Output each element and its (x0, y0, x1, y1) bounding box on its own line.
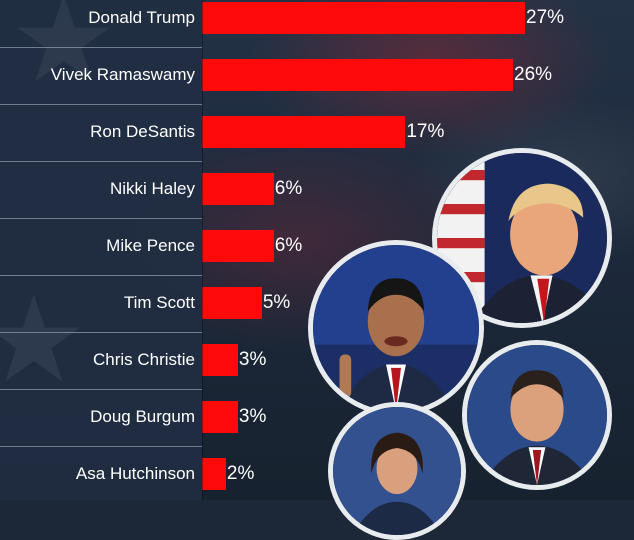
bar (202, 59, 514, 91)
row-separator (0, 160, 202, 162)
category-label: Nikki Haley (109, 179, 195, 198)
row-separator (0, 445, 202, 447)
value-label: 26% (514, 64, 553, 85)
bar (202, 287, 262, 319)
value-label: 5% (262, 292, 291, 313)
star-watermark-icon: ★ (10, 0, 118, 107)
haley-portrait (328, 402, 466, 540)
row-separator (0, 388, 202, 390)
category-label: Asa Hutchinson (75, 464, 195, 483)
bar (202, 230, 274, 262)
bar (202, 116, 406, 148)
category-label: Chris Christie (92, 350, 195, 369)
bar-chart: Donald Trump 27% Vivek Ramaswamy 26% Ron DeS… (0, 2, 565, 490)
row-separator (0, 46, 202, 48)
value-label: 6% (274, 178, 303, 199)
row-separator (0, 217, 202, 219)
row-separator (0, 331, 202, 333)
category-label: Mike Pence (106, 236, 195, 255)
value-label: 3% (238, 406, 267, 427)
category-label: Ron DeSantis (90, 122, 195, 141)
value-label: 6% (274, 235, 303, 256)
row-separator (0, 103, 202, 105)
value-label: 3% (238, 349, 267, 370)
bar (202, 344, 238, 376)
category-label: Tim Scott (123, 293, 195, 312)
row-separator (0, 274, 202, 276)
category-label: Vivek Ramaswamy (50, 65, 195, 84)
bar (202, 401, 238, 433)
label-panel: ★ ★ (0, 0, 202, 500)
value-label: 17% (406, 121, 445, 142)
bar-axis-line (202, 0, 203, 500)
bar (202, 458, 226, 490)
value-label: 27% (526, 7, 565, 28)
value-label: 2% (226, 463, 255, 484)
ramaswamy-portrait (308, 240, 484, 416)
desantis-portrait (462, 340, 612, 490)
category-label: Doug Burgum (90, 407, 195, 426)
star-watermark-icon: ★ (0, 273, 88, 407)
bar (202, 2, 525, 34)
category-label: Donald Trump (88, 8, 195, 27)
bar (202, 173, 274, 205)
